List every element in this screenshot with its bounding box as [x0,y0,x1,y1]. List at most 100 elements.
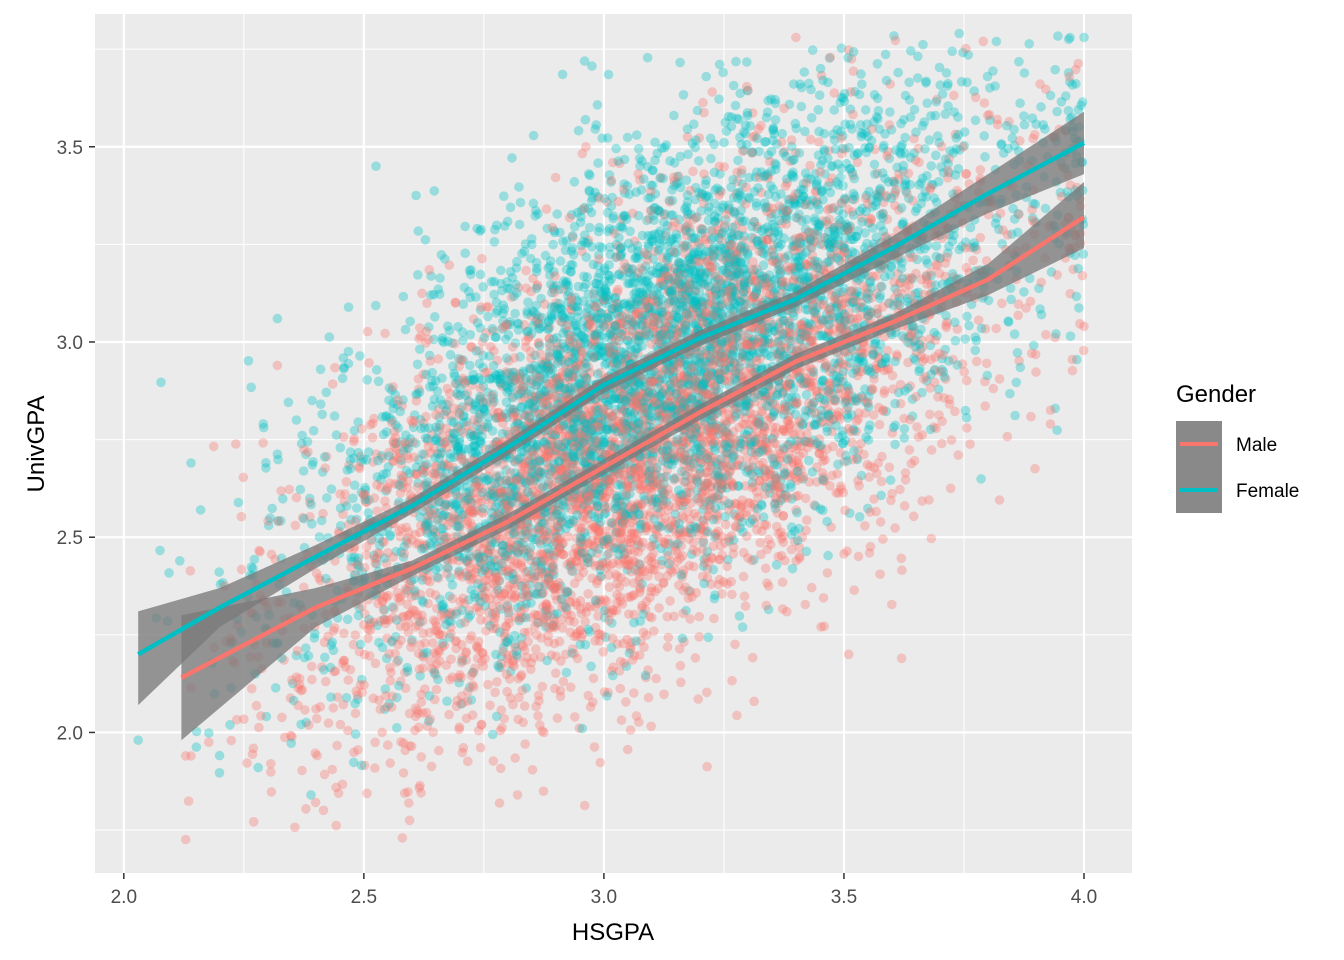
data-point-female [783,318,793,328]
data-point-male [392,657,402,667]
data-point-female [789,194,799,205]
data-point-male [672,266,683,277]
data-point-female [873,346,884,357]
data-point-female [526,491,536,501]
data-point-female [702,369,712,380]
data-point-male [727,675,737,686]
data-point-male [860,521,870,531]
data-point-female [246,382,256,393]
data-point-male [562,326,572,337]
data-point-male [443,461,454,471]
data-point-female [659,209,670,219]
data-point-male [518,545,528,555]
data-point-female [934,62,945,73]
data-point-male [365,651,375,661]
data-point-female [631,565,641,575]
data-point-male [922,279,932,290]
data-point-male [527,765,538,775]
data-point-female [276,516,286,526]
data-point-female [351,503,362,513]
data-point-male [389,442,400,453]
data-point-female [738,286,749,297]
data-point-female [924,135,935,145]
data-point-female [1005,388,1015,399]
data-point-male [627,398,638,409]
data-point-female [881,75,892,86]
data-point-male [383,740,393,750]
data-point-male [780,555,790,566]
data-point-female [490,224,500,235]
data-point-female [712,183,722,193]
data-point-male [619,358,630,368]
data-point-male [818,476,829,486]
data-point-male [756,400,767,410]
data-point-male [1002,230,1013,240]
data-point-female [900,90,911,101]
data-point-female [751,201,762,211]
data-point-male [627,590,638,601]
data-point-male [586,329,597,339]
data-point-female [595,424,606,435]
data-point-male [612,571,622,582]
data-point-male [266,767,276,777]
data-point-female [806,84,816,95]
data-point-female [402,666,413,676]
data-point-male [743,462,754,472]
data-point-female [964,320,974,331]
data-point-male [629,421,640,432]
data-point-male [586,524,596,535]
data-point-female [628,304,639,314]
data-point-male [584,420,594,430]
data-point-female [789,264,799,274]
data-point-female [526,374,536,385]
data-point-male [180,834,191,845]
data-point-male [1026,348,1037,359]
data-point-female [569,177,580,187]
data-point-male [279,655,289,665]
data-point-male [642,414,652,425]
data-point-female [612,298,623,308]
data-point-male [517,394,527,405]
data-point-male [965,242,976,253]
data-point-female [594,222,605,233]
data-point-male [540,531,551,541]
data-point-male [579,559,589,570]
data-point-male [697,487,707,497]
data-point-female [483,311,493,322]
data-point-male [621,420,632,431]
data-point-female [717,283,728,293]
data-point-female [895,147,905,158]
data-point-male [668,404,679,415]
data-point-female [855,120,866,130]
data-point-female [747,462,758,472]
data-point-male [706,552,717,562]
data-point-male [270,554,281,565]
data-point-male [776,137,787,147]
data-point-male [327,764,338,775]
data-point-male [557,432,568,442]
data-point-male [488,756,499,766]
data-point-male [537,681,548,692]
data-point-male [673,492,684,503]
data-point-female [843,383,853,394]
data-point-male [862,312,873,323]
data-point-female [814,126,824,137]
data-point-female [607,390,618,400]
data-point-female [588,352,599,363]
data-point-male [679,637,689,647]
data-point-male [706,482,716,492]
data-point-female [475,269,486,280]
data-point-male [914,157,924,168]
data-point-female [900,148,910,158]
data-point-female [371,161,381,171]
data-point-female [800,330,810,341]
data-point-female [701,71,711,82]
data-point-male [716,187,726,197]
data-point-female [800,126,810,137]
data-point-male [464,605,475,616]
data-point-male [642,484,653,495]
data-point-female [155,545,165,556]
data-point-male [381,592,392,603]
data-point-male [477,253,487,264]
data-point-male [778,511,789,521]
